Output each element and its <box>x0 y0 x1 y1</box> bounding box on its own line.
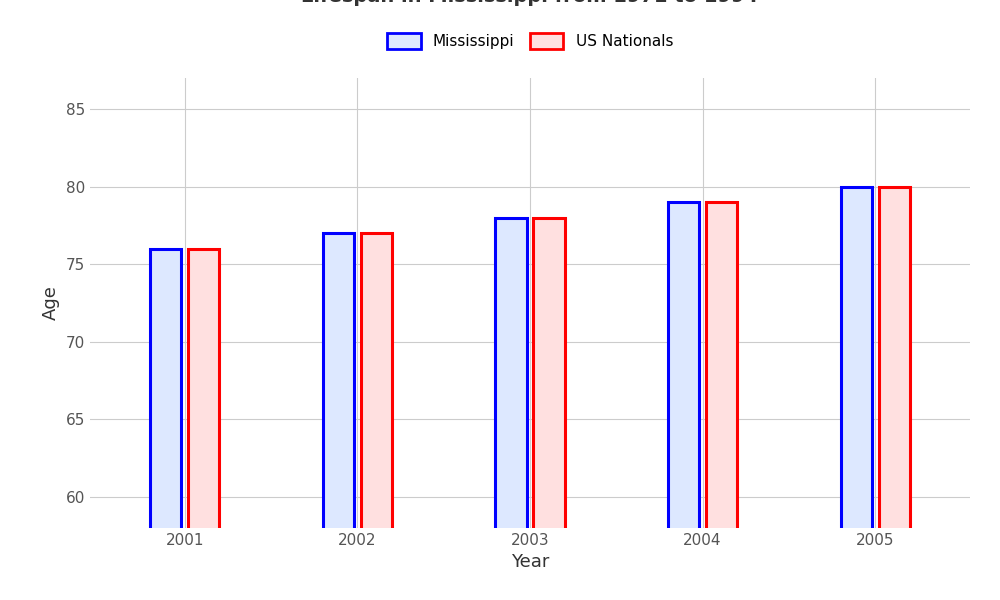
Bar <box>668 202 699 600</box>
Title: Lifespan in Mississippi from 1971 to 1994: Lifespan in Mississippi from 1971 to 199… <box>301 0 759 5</box>
Bar <box>495 218 527 600</box>
Bar <box>361 233 392 600</box>
Bar <box>150 248 181 600</box>
X-axis label: Year: Year <box>511 553 549 571</box>
Bar <box>879 187 910 600</box>
Bar <box>533 218 565 600</box>
Bar <box>841 187 872 600</box>
Legend: Mississippi, US Nationals: Mississippi, US Nationals <box>381 27 679 55</box>
Y-axis label: Age: Age <box>42 286 60 320</box>
Bar <box>188 248 219 600</box>
Bar <box>706 202 737 600</box>
Bar <box>323 233 354 600</box>
